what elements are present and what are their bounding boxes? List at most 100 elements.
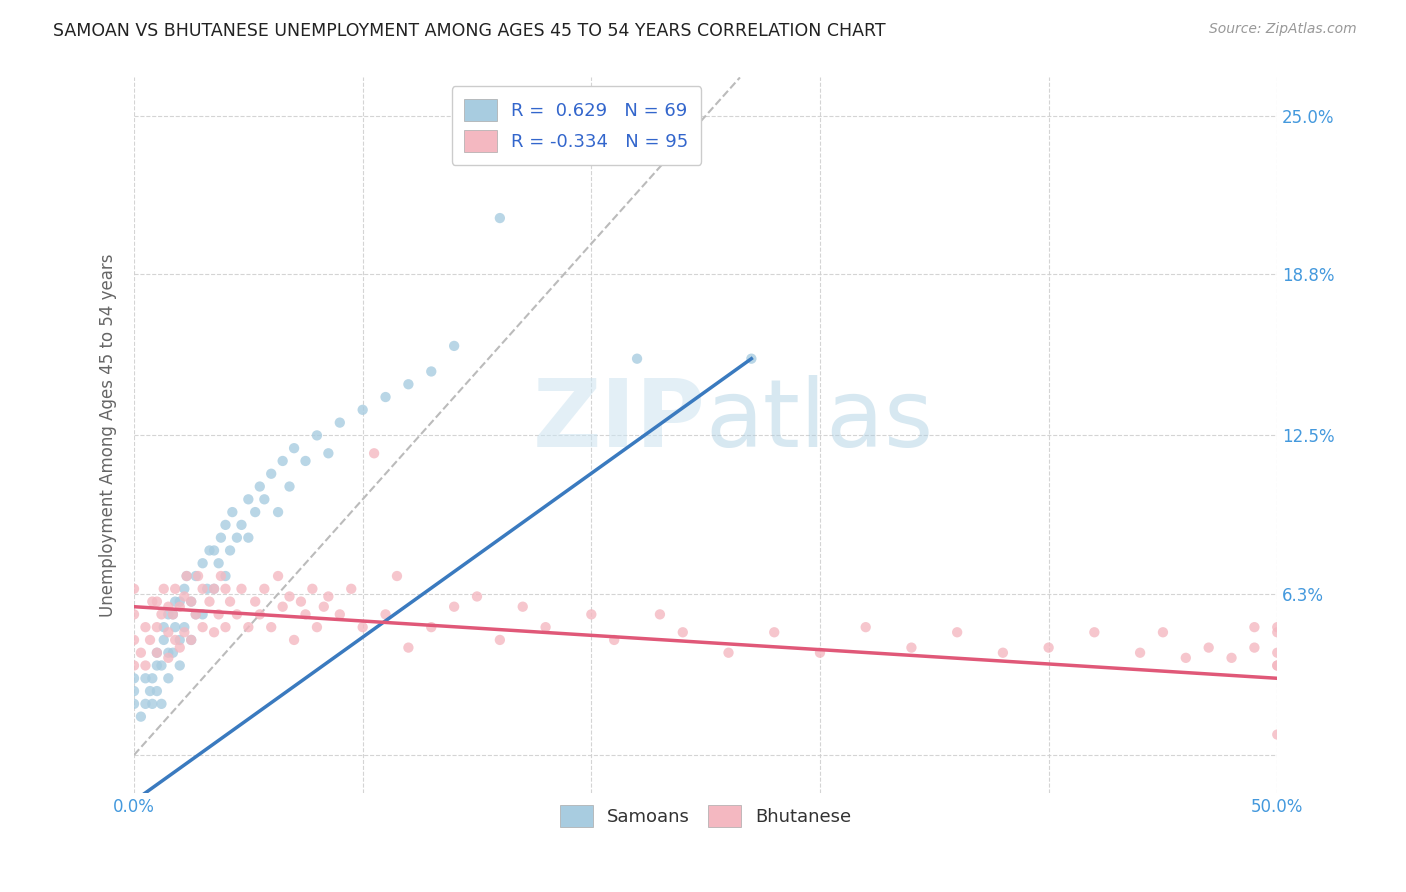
Point <box>253 582 276 596</box>
Point <box>1243 640 1265 655</box>
Point <box>180 594 202 608</box>
Point <box>253 492 276 507</box>
Point <box>329 607 352 622</box>
Point <box>1174 650 1197 665</box>
Point <box>420 364 443 378</box>
Point <box>231 517 253 532</box>
Point <box>271 454 294 468</box>
Point <box>626 351 648 366</box>
Point <box>165 632 187 647</box>
Point <box>198 543 221 558</box>
Point <box>152 582 174 596</box>
Point <box>226 607 249 622</box>
Point <box>808 646 831 660</box>
Point <box>221 505 243 519</box>
Point <box>191 620 214 634</box>
Point <box>202 543 225 558</box>
Point <box>134 658 156 673</box>
Point <box>157 599 180 614</box>
Point <box>717 646 740 660</box>
Point <box>129 709 152 723</box>
Point <box>1220 650 1243 665</box>
Point <box>443 339 465 353</box>
Point <box>173 590 195 604</box>
Point <box>173 625 195 640</box>
Point <box>740 351 762 366</box>
Point <box>176 569 198 583</box>
Point <box>198 594 221 608</box>
Point <box>294 454 316 468</box>
Point <box>271 599 294 614</box>
Point <box>152 632 174 647</box>
Point <box>165 582 187 596</box>
Point <box>1083 625 1105 640</box>
Point <box>207 556 229 570</box>
Point <box>191 582 214 596</box>
Point <box>122 607 145 622</box>
Point <box>169 632 191 647</box>
Point <box>260 620 283 634</box>
Point <box>305 428 328 442</box>
Point <box>489 211 512 225</box>
Point <box>581 607 603 622</box>
Point <box>385 569 408 583</box>
Point <box>465 590 488 604</box>
Point <box>214 582 236 596</box>
Point <box>173 582 195 596</box>
Point <box>420 620 443 634</box>
Point <box>162 607 184 622</box>
Point <box>207 607 229 622</box>
Point <box>122 582 145 596</box>
Point <box>184 607 207 622</box>
Point <box>169 640 191 655</box>
Point <box>202 582 225 596</box>
Point <box>150 658 173 673</box>
Point <box>374 390 396 404</box>
Point <box>1038 640 1060 655</box>
Text: ZIP: ZIP <box>533 375 706 467</box>
Point <box>946 625 969 640</box>
Point <box>318 590 340 604</box>
Point <box>301 582 323 596</box>
Point <box>191 556 214 570</box>
Point <box>209 531 232 545</box>
Point <box>1265 727 1288 741</box>
Point <box>312 599 335 614</box>
Point <box>260 467 283 481</box>
Point <box>122 684 145 698</box>
Point <box>214 620 236 634</box>
Point <box>202 582 225 596</box>
Point <box>146 658 169 673</box>
Point <box>169 658 191 673</box>
Point <box>352 620 374 634</box>
Point <box>162 607 184 622</box>
Point <box>249 479 271 493</box>
Point <box>150 607 173 622</box>
Point <box>169 599 191 614</box>
Point <box>146 594 169 608</box>
Point <box>672 625 695 640</box>
Point <box>219 594 242 608</box>
Point <box>603 632 626 647</box>
Point <box>1265 620 1288 634</box>
Point <box>187 569 209 583</box>
Point <box>1198 640 1220 655</box>
Legend: Samoans, Bhutanese: Samoans, Bhutanese <box>553 798 858 834</box>
Point <box>209 569 232 583</box>
Point <box>146 620 169 634</box>
Point <box>219 543 242 558</box>
Point <box>157 607 180 622</box>
Point <box>134 620 156 634</box>
Y-axis label: Unemployment Among Ages 45 to 54 years: Unemployment Among Ages 45 to 54 years <box>100 253 117 617</box>
Text: SAMOAN VS BHUTANESE UNEMPLOYMENT AMONG AGES 45 TO 54 YEARS CORRELATION CHART: SAMOAN VS BHUTANESE UNEMPLOYMENT AMONG A… <box>53 22 886 40</box>
Point <box>305 620 328 634</box>
Point <box>374 607 396 622</box>
Point <box>283 632 305 647</box>
Point <box>290 594 312 608</box>
Point <box>184 607 207 622</box>
Point <box>150 697 173 711</box>
Point <box>238 531 260 545</box>
Point <box>226 531 249 545</box>
Point <box>157 650 180 665</box>
Point <box>363 446 385 460</box>
